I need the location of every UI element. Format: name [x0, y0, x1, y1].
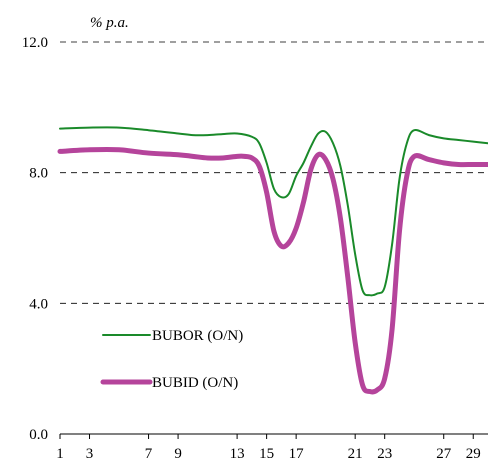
unit-label: % p.a.	[90, 15, 129, 31]
series-line-bubor	[59, 126, 488, 297]
y-tick-label: 12.0	[22, 35, 48, 51]
x-tick-label: 15	[259, 446, 274, 462]
y-tick-label: 0.0	[29, 427, 48, 443]
legend-label: BUBOR (O/N)	[152, 328, 243, 344]
legend-label: BUBID (O/N)	[152, 375, 238, 391]
series-line-bubid	[57, 146, 488, 395]
x-tick-label: 1	[56, 446, 64, 462]
series-lines	[57, 126, 488, 395]
x-tick-label: 29	[466, 446, 481, 462]
x-tick-label: 21	[348, 446, 363, 462]
x-tick-label: 23	[377, 446, 392, 462]
legend: BUBOR (O/N) BUBID (O/N)	[100, 328, 243, 391]
x-tick-label: 17	[289, 446, 305, 462]
x-tick-label: 3	[86, 446, 94, 462]
x-tick-label: 13	[230, 446, 245, 462]
y-tick-label: 4.0	[29, 296, 48, 312]
y-tick-label: 8.0	[29, 166, 48, 182]
axes: 0.04.08.012.01 3 7 9 13 15 17 21 23 27 29	[22, 35, 488, 462]
x-tick-label: 7	[145, 446, 153, 462]
gridlines	[60, 41, 488, 304]
x-tick-label: 9	[174, 446, 182, 462]
x-tick-label: 27	[436, 446, 452, 462]
